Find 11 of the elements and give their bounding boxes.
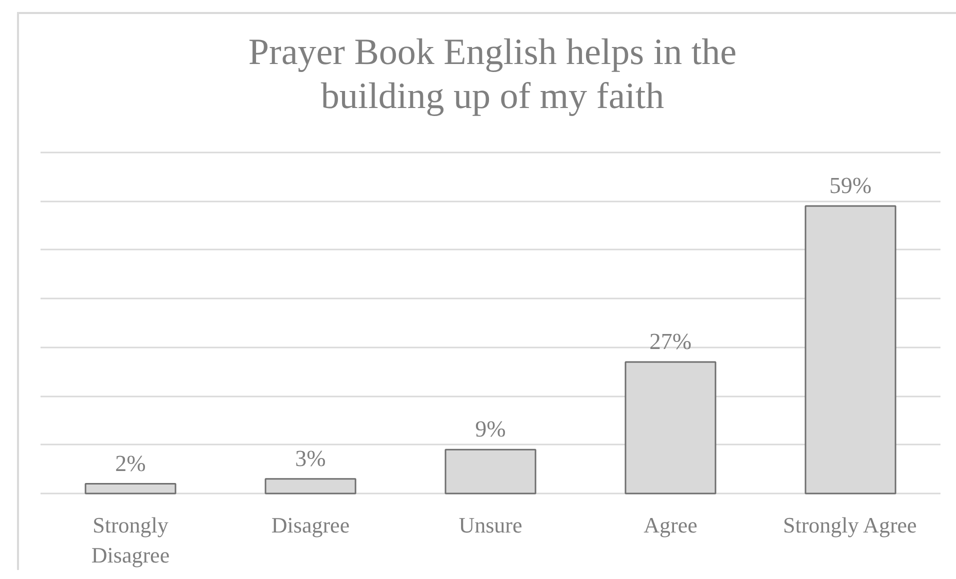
data-label: 3% xyxy=(295,446,326,471)
chart-title: Prayer Book English helps in the building up of my faith xyxy=(248,31,737,119)
x-tick-label: Unsure xyxy=(458,512,522,538)
data-label: 59% xyxy=(829,173,872,198)
x-tick-label: Agree xyxy=(644,512,698,538)
data-label: 27% xyxy=(649,328,692,354)
data-label: 9% xyxy=(475,416,506,442)
x-tick-label: Strongly Agree xyxy=(782,512,917,538)
x-tick-label: Disagree xyxy=(271,512,350,538)
data-label: 2% xyxy=(115,450,146,476)
x-tick-label: Strongly Disagree xyxy=(91,512,170,568)
